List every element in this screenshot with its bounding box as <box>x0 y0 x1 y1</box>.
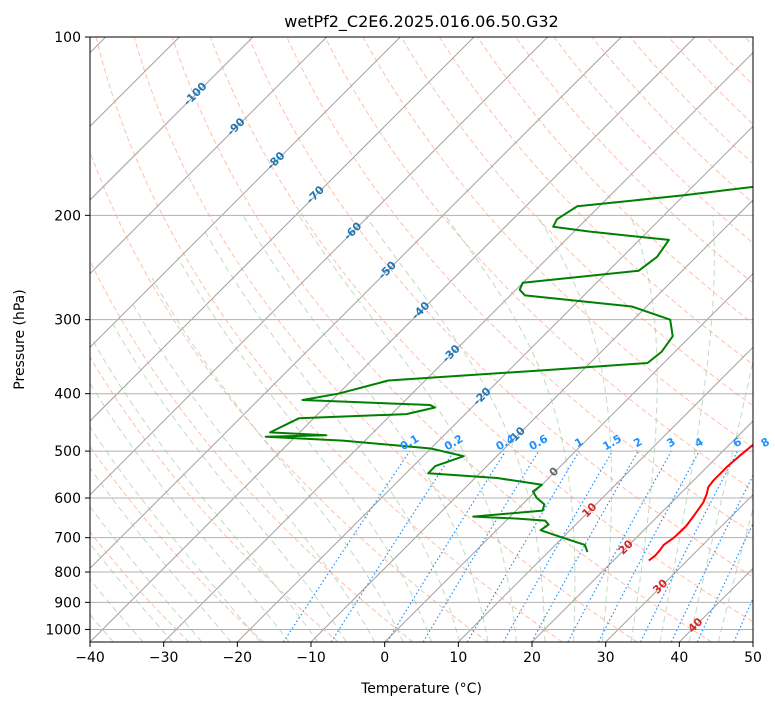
x-tick-label: 0 <box>380 650 389 666</box>
isotherm-line <box>752 641 753 642</box>
x-axis-label: Temperature (°C) <box>360 681 482 697</box>
isotherm-line <box>90 37 328 275</box>
isotherm-line <box>236 125 753 642</box>
isotherm-line <box>90 37 549 496</box>
dry-adiabat-line <box>95 37 563 642</box>
x-axis: −40 −30 −20 −10 0 10 20 30 40 50 <box>75 642 762 666</box>
y-tick-label: 400 <box>54 387 81 403</box>
dry-adiabat-line <box>591 37 753 204</box>
mixing-ratio-label: 8 <box>759 435 772 450</box>
dry-adiabat-line <box>90 259 414 642</box>
mixing-ratio-line <box>640 450 739 642</box>
x-tick-label: −40 <box>75 650 105 666</box>
isotherm-line <box>163 51 753 642</box>
moist-adiabat-line <box>364 215 546 642</box>
plot-frame <box>89 36 754 643</box>
dry-adiabat-line <box>438 37 753 366</box>
plot-background <box>90 37 753 642</box>
x-tick-label: 20 <box>523 650 541 666</box>
dry-adiabat-line <box>324 37 753 491</box>
dry-adiabat-line <box>553 37 753 244</box>
isotherm-line <box>90 37 475 422</box>
mixing-ratio-line <box>567 450 672 642</box>
dry-adiabat-line <box>90 150 488 642</box>
x-tick-label: 30 <box>597 650 615 666</box>
y-axis-label: Pressure (hPa) <box>12 289 28 389</box>
dry-adiabat-line <box>362 37 753 449</box>
x-tick-label: 10 <box>449 650 467 666</box>
y-tick-label: 600 <box>54 491 81 507</box>
dry-adiabat-line <box>286 37 753 534</box>
isotherm-line <box>90 37 401 349</box>
x-tick-label: 50 <box>744 650 762 666</box>
isotherm-line <box>605 493 753 642</box>
isotherm-line <box>384 272 753 642</box>
y-tick-label: 500 <box>54 444 81 460</box>
mixing-ratio-line <box>758 451 775 642</box>
isotherm-line <box>90 37 254 201</box>
dry-adiabat-line <box>210 37 753 623</box>
moist-adiabat-line <box>659 215 715 642</box>
isotherm-line <box>531 420 753 642</box>
pressure-gridlines <box>90 37 753 630</box>
dry-adiabat-line <box>133 37 638 642</box>
profile-lines <box>264 185 753 562</box>
moist-adiabat-line <box>112 323 347 642</box>
dry-adiabat-line <box>248 37 753 578</box>
moist-adiabat-line <box>90 426 261 642</box>
mixing-ratio-line <box>282 450 411 642</box>
mixing-ratio-line <box>330 450 455 642</box>
mixing-ratio-line <box>386 450 507 642</box>
moist-adiabat-line <box>90 613 114 642</box>
y-tick-label: 300 <box>54 313 81 329</box>
y-tick-label: 800 <box>54 565 81 581</box>
x-tick-label: −10 <box>296 650 326 666</box>
dry-adiabat-line <box>400 37 753 407</box>
moist-adiabat-line <box>177 256 432 642</box>
moist-adiabat-line <box>151 277 404 642</box>
moist-adiabat-line <box>90 542 173 642</box>
moist-adiabat-line <box>90 578 144 642</box>
dewpoint-profile-line <box>264 185 753 553</box>
moist-adiabat-line <box>536 215 613 642</box>
moist-adiabat-line <box>92 340 319 642</box>
y-tick-label: 1000 <box>45 622 81 638</box>
temperature-profile-line <box>648 443 753 562</box>
moist-adiabat-line <box>131 301 376 642</box>
dry-adiabat-line <box>477 37 753 325</box>
moist-adiabat-line <box>90 505 203 642</box>
moist-adiabat-line <box>444 215 576 642</box>
moist-adiabat-line <box>90 467 232 642</box>
y-tick-label: 700 <box>54 531 81 547</box>
chart-title: wetPf2_C2E6.2025.016.06.50.G32 <box>284 12 558 32</box>
y-tick-label: 100 <box>54 30 81 46</box>
background-lines <box>90 37 775 642</box>
dry-adiabat-line <box>90 356 339 642</box>
x-tick-label: 40 <box>670 650 688 666</box>
mixing-ratio-line <box>670 474 753 642</box>
moist-adiabat-line <box>242 215 489 642</box>
isotherm-line <box>457 346 753 642</box>
isotherm-line <box>90 37 696 642</box>
dry-adiabat-line <box>171 37 712 642</box>
x-tick-label: −20 <box>223 650 253 666</box>
y-axis: 100 200 300 400 500 600 700 800 900 1000 <box>45 30 90 638</box>
dry-adiabat-line <box>90 531 190 642</box>
mixing-ratio-line <box>531 450 639 642</box>
x-tick-label: −30 <box>149 650 179 666</box>
moist-adiabat-line <box>630 215 658 642</box>
y-tick-label: 900 <box>54 595 81 611</box>
mixing-ratio-line <box>422 450 540 642</box>
moist-adiabat-line <box>202 227 461 642</box>
y-tick-label: 200 <box>54 208 81 224</box>
